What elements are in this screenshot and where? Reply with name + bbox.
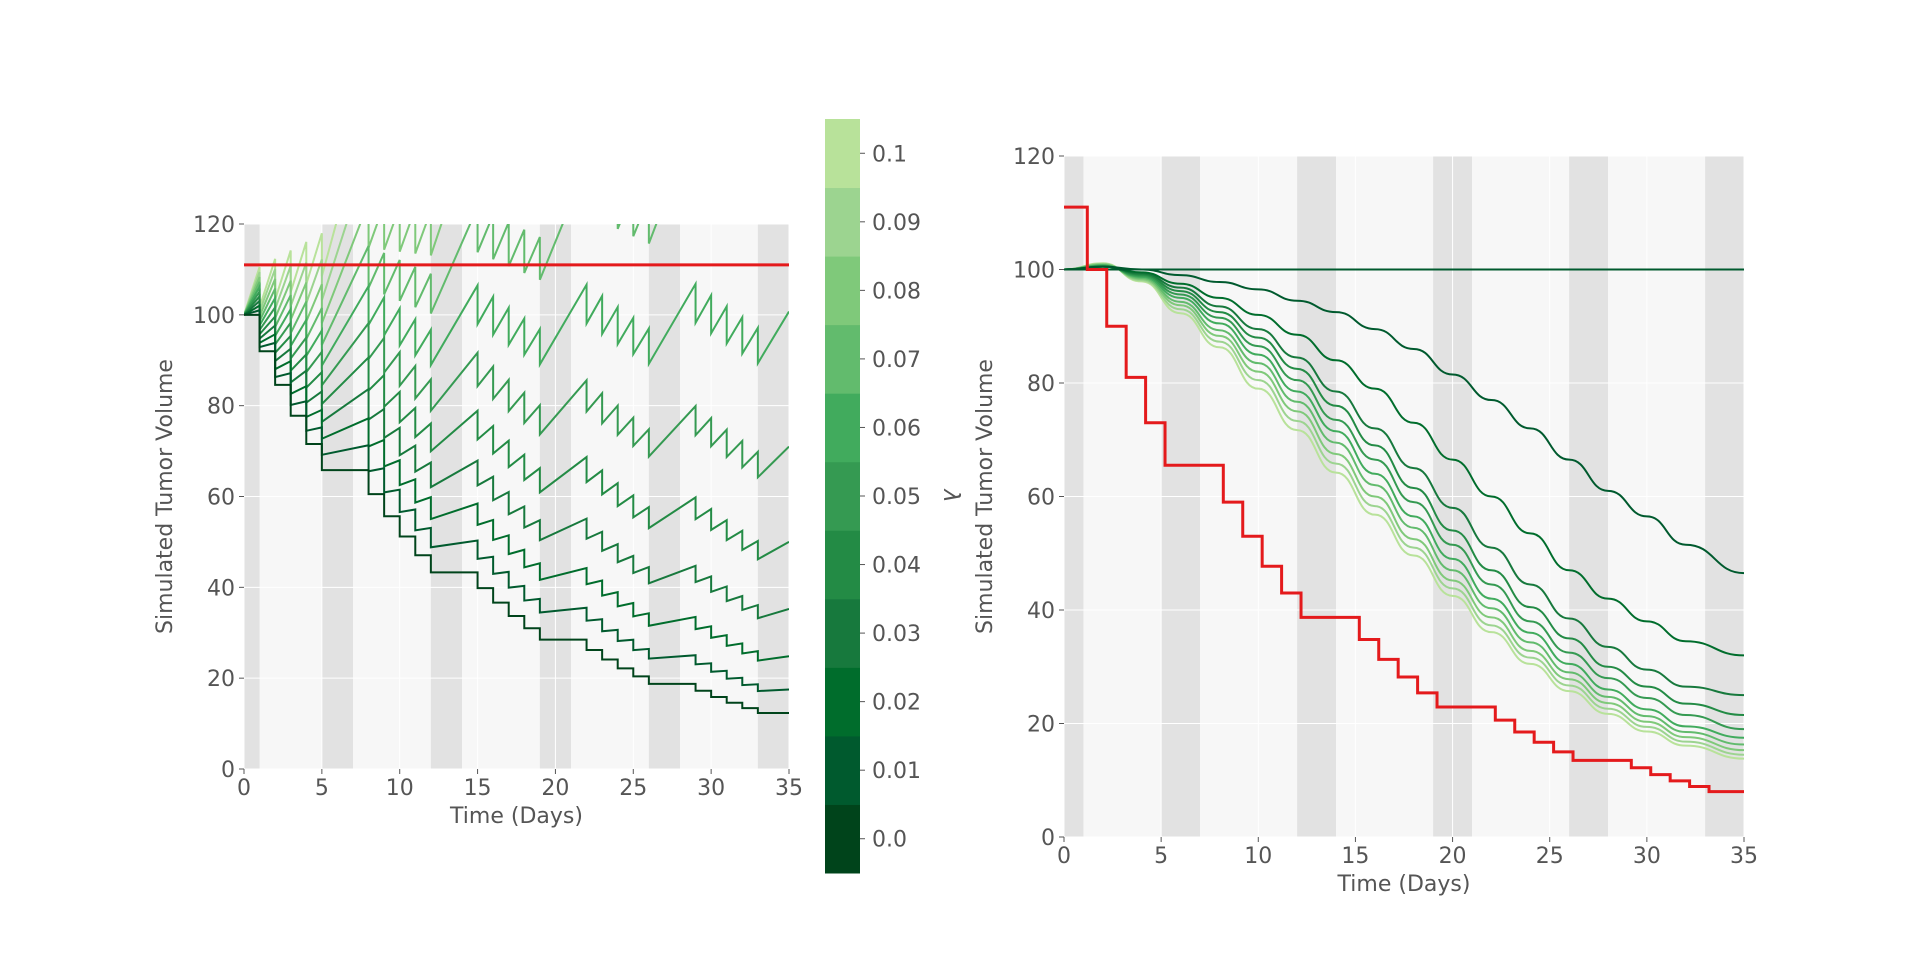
right-curve-line-0: [1064, 265, 1744, 575]
left-series-line-lambda-4: [244, 293, 789, 561]
colorbar-segment: [825, 393, 860, 463]
left-series-line-lambda-7: [244, 224, 658, 346]
colorbar-tick-label: 0.08: [872, 279, 921, 304]
right-curve-line-8: [1064, 262, 1744, 756]
colorbar-segment: [825, 598, 860, 668]
colorbar-segment: [825, 256, 860, 326]
left-series-line-lambda-2: [244, 303, 789, 662]
colorbar-tick-label: 0.1: [872, 142, 907, 167]
right-curve-line-6: [1064, 263, 1744, 746]
colorbar-tick-label: 0.09: [872, 211, 921, 236]
colorbar-tick-label: 0.02: [872, 691, 921, 716]
left-y-axis-label: Simulated Tumor Volume: [153, 359, 178, 634]
right-curve-line-1: [1064, 265, 1744, 657]
right-curve-line-9: [1064, 262, 1744, 760]
right-x-tick-label: 10: [1244, 844, 1272, 869]
colorbar-segment: [825, 119, 860, 189]
left-series-line-lambda-0: [244, 313, 789, 714]
colorbar-tick-label: 0.06: [872, 416, 921, 441]
right-curve-line-3: [1064, 265, 1744, 716]
left-x-tick-label: 10: [386, 776, 414, 801]
colorbar-segment: [825, 324, 860, 394]
left-chart: 0 5 10 15 20 25 30 35 0 20 40 60 80 100 120 Time (Days)…: [153, 213, 803, 829]
colorbar-label: λ: [938, 488, 963, 502]
right-chart: 0 5 10 15 20 25 30 35 0 20 40 60 80 100 120 Time (Days)…: [973, 145, 1758, 897]
colorbar: 0.0 0.01 0.02 0.03 0.04 0.05 0.06 0.07 0.08 0.09 0…: [825, 119, 963, 874]
left-series-line-lambda-10: [244, 224, 338, 316]
colorbar-segment: [825, 461, 860, 531]
colorbar-segment: [825, 530, 860, 600]
right-x-tick-label: 30: [1633, 844, 1661, 869]
right-y-tick-label: 40: [1027, 599, 1055, 624]
right-y-tick-label: 100: [1013, 259, 1055, 284]
right-x-tick-label: 15: [1341, 844, 1369, 869]
left-series-line-lambda-5: [244, 288, 789, 480]
colorbar-segment: [825, 804, 860, 874]
left-x-tick-label: 35: [775, 776, 803, 801]
right-curve-line-7: [1064, 263, 1744, 752]
right-x-tick-label: 25: [1536, 844, 1564, 869]
right-y-tick-label: 120: [1013, 145, 1055, 170]
right-series-group: [1064, 205, 1744, 794]
right-curve-line-5: [1064, 264, 1744, 739]
left-series-line-lambda-3: [244, 298, 789, 620]
left-series-group: [244, 224, 789, 714]
left-x-tick-label: 25: [619, 776, 647, 801]
right-x-tick-label: 35: [1730, 844, 1758, 869]
right-x-tick-label: 20: [1439, 844, 1467, 869]
left-series-line-lambda-8: [244, 224, 443, 324]
left-x-axis-label: Time (Days): [449, 804, 583, 829]
right-curve-line-2: [1064, 265, 1744, 697]
left-x-tick-label: 30: [697, 776, 725, 801]
colorbar-tick-label: 0.04: [872, 554, 921, 579]
colorbar-tick-label: 0.05: [872, 485, 921, 510]
left-y-tick-label: 120: [193, 213, 235, 238]
right-step-series-line: [1064, 205, 1744, 794]
left-y-tick-label: 0: [221, 758, 235, 783]
right-curve-line-4: [1064, 265, 1744, 731]
right-y-tick-label: 80: [1027, 372, 1055, 397]
colorbar-tick-label: 0.0: [872, 828, 907, 853]
right-x-axis-label: Time (Days): [1337, 872, 1471, 897]
colorbar-segment: [825, 667, 860, 737]
left-series-line-lambda-1: [244, 308, 789, 693]
left-y-tick-label: 80: [207, 395, 235, 420]
right-y-tick-label: 0: [1041, 826, 1055, 851]
left-y-tick-label: 60: [207, 486, 235, 511]
colorbar-segment: [825, 735, 860, 805]
colorbar-tick-label: 0.07: [872, 348, 921, 373]
left-series-line-lambda-6: [244, 280, 789, 370]
colorbar-tick-label: 0.01: [872, 759, 921, 784]
left-x-tick-label: 20: [541, 776, 569, 801]
right-y-axis-label: Simulated Tumor Volume: [973, 359, 998, 634]
left-y-tick-label: 20: [207, 667, 235, 692]
right-y-tick-label: 60: [1027, 486, 1055, 511]
left-series-line-lambda-9: [244, 224, 348, 316]
right-x-tick-label: 5: [1154, 844, 1168, 869]
left-x-tick-label: 0: [237, 776, 251, 801]
left-x-tick-label: 5: [315, 776, 329, 801]
right-x-tick-label: 0: [1057, 844, 1071, 869]
right-y-tick-label: 20: [1027, 713, 1055, 738]
left-y-tick-label: 40: [207, 576, 235, 601]
left-x-tick-label: 15: [464, 776, 492, 801]
colorbar-tick-label: 0.03: [872, 622, 921, 647]
colorbar-segment: [825, 187, 860, 257]
left-y-tick-label: 100: [193, 304, 235, 329]
